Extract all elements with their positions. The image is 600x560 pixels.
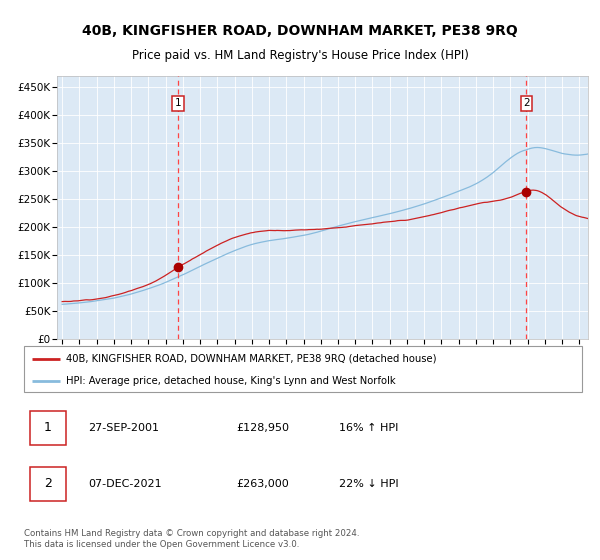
Text: £263,000: £263,000 xyxy=(236,479,289,489)
Text: 1: 1 xyxy=(44,421,52,435)
Text: HPI: Average price, detached house, King's Lynn and West Norfolk: HPI: Average price, detached house, King… xyxy=(66,376,395,385)
FancyBboxPatch shape xyxy=(29,467,66,501)
Text: 07-DEC-2021: 07-DEC-2021 xyxy=(88,479,162,489)
Text: 40B, KINGFISHER ROAD, DOWNHAM MARKET, PE38 9RQ (detached house): 40B, KINGFISHER ROAD, DOWNHAM MARKET, PE… xyxy=(66,354,436,364)
FancyBboxPatch shape xyxy=(29,411,66,445)
Text: 1: 1 xyxy=(175,98,182,108)
Text: 27-SEP-2001: 27-SEP-2001 xyxy=(88,423,159,433)
Text: 2: 2 xyxy=(523,98,530,108)
Text: 16% ↑ HPI: 16% ↑ HPI xyxy=(339,423,398,433)
Text: 40B, KINGFISHER ROAD, DOWNHAM MARKET, PE38 9RQ: 40B, KINGFISHER ROAD, DOWNHAM MARKET, PE… xyxy=(82,24,518,38)
Text: Contains HM Land Registry data © Crown copyright and database right 2024.
This d: Contains HM Land Registry data © Crown c… xyxy=(24,529,359,549)
Text: £128,950: £128,950 xyxy=(236,423,289,433)
Text: 22% ↓ HPI: 22% ↓ HPI xyxy=(339,479,399,489)
Text: 2: 2 xyxy=(44,477,52,491)
Text: Price paid vs. HM Land Registry's House Price Index (HPI): Price paid vs. HM Land Registry's House … xyxy=(131,49,469,63)
FancyBboxPatch shape xyxy=(24,346,582,392)
